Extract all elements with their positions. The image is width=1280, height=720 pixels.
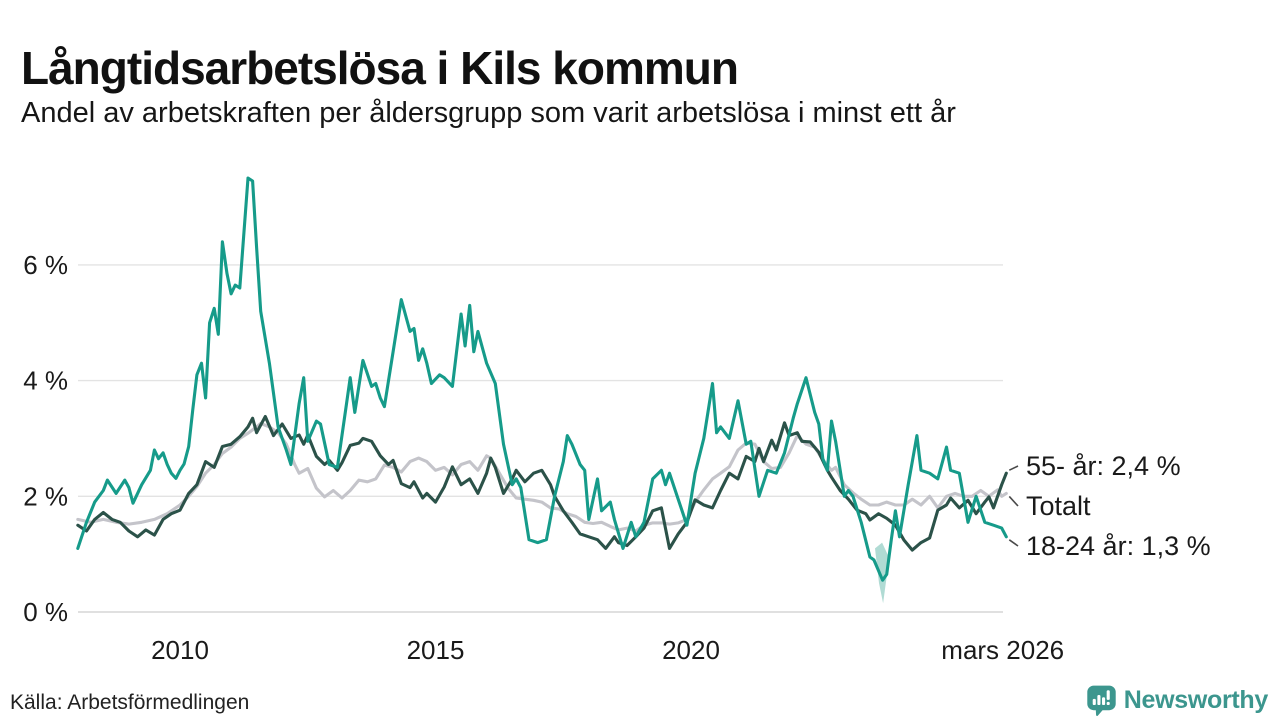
series-line-18-24 bbox=[76, 176, 1008, 582]
x-axis-tick-label: 2015 bbox=[407, 635, 465, 665]
source-note: Källa: Arbetsförmedlingen bbox=[10, 691, 250, 714]
newsworthy-speech-bubble-bar-chart-icon bbox=[1087, 685, 1116, 716]
series-end-label-18-24: 18-24 år: 1,3 % bbox=[1026, 531, 1211, 561]
label-leader-line bbox=[1008, 539, 1019, 547]
y-axis-tick-label: 2 % bbox=[23, 481, 68, 511]
series-line-55plus bbox=[76, 414, 1008, 552]
y-axis-tick-label: 4 % bbox=[23, 366, 68, 396]
x-axis-tick-label: mars 2026 bbox=[941, 635, 1064, 665]
y-axis-tick-label: 0 % bbox=[23, 597, 68, 627]
series-end-label-total: Totalt bbox=[1026, 491, 1091, 521]
page-subtitle: Andel av arbetskraften per åldersgrupp s… bbox=[21, 97, 956, 129]
newsworthy-logo: Newsworthy bbox=[1086, 684, 1268, 717]
label-leader-line bbox=[1008, 495, 1019, 507]
x-axis-tick-label: 2010 bbox=[151, 635, 209, 665]
x-axis-tick-label: 2020 bbox=[662, 635, 720, 665]
series-end-label-55plus: 55- år: 2,4 % bbox=[1026, 451, 1181, 481]
page-title: Långtidsarbetslösa i Kils kommun bbox=[21, 41, 739, 94]
newsworthy-logo-text: Newsworthy bbox=[1123, 686, 1269, 714]
y-axis-tick-label: 6 % bbox=[23, 250, 68, 280]
label-leader-line bbox=[1008, 465, 1019, 471]
uncertainty-shade bbox=[875, 542, 889, 604]
